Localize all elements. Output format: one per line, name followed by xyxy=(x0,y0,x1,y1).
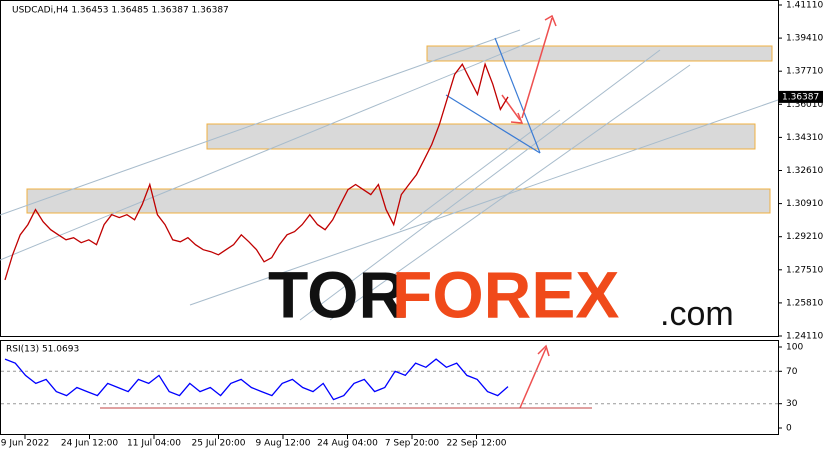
y-tick-label: 70 xyxy=(786,367,798,377)
y-tick-label: 1.34310 xyxy=(786,133,823,143)
x-tick-label: 11 Jul 04:00 xyxy=(127,439,181,449)
y-tick-label: 100 xyxy=(786,343,803,353)
triangle xyxy=(445,37,541,154)
watermark-suffix: .com xyxy=(660,295,734,333)
x-tick-label: 22 Sep 12:00 xyxy=(446,439,506,449)
x-tick-label: 24 Jun 12:00 xyxy=(61,439,118,449)
y-tick-label: 1.36010 xyxy=(786,100,823,110)
rsi-panel xyxy=(0,340,779,435)
y-tick-label: 1.37710 xyxy=(786,67,823,77)
y-tick-label: 1.32610 xyxy=(786,166,823,176)
price-tag-label: 1.36387 xyxy=(782,92,819,102)
price-line xyxy=(4,62,509,281)
y-tick-label: 1.41110 xyxy=(786,1,823,11)
x-tick-label: 7 Sep 20:00 xyxy=(385,439,440,449)
x-tick-label: 24 Aug 04:00 xyxy=(317,439,378,449)
zone xyxy=(206,123,756,150)
y-tick-label: 1.39410 xyxy=(786,34,823,44)
chart-title: USDCADi,H4 1.36453 1.36485 1.36387 1.363… xyxy=(12,6,229,16)
watermark: FOREX xyxy=(392,257,619,331)
y-tick-label: 0 xyxy=(786,424,792,434)
price-tag xyxy=(779,90,823,103)
rsi-title: RSI(13) 51.0693 xyxy=(6,345,79,355)
x-tick-label: 9 Aug 12:00 xyxy=(256,439,311,449)
trend-lines xyxy=(0,29,779,321)
x-tick-label: 25 Jul 20:00 xyxy=(192,439,246,449)
y-tick-label: 1.24110 xyxy=(786,332,823,342)
y-tick-label: 1.27510 xyxy=(786,265,823,275)
y-tick-label: 1.29210 xyxy=(786,232,823,242)
zone xyxy=(426,45,773,62)
zone xyxy=(26,188,771,214)
y-tick-label: 30 xyxy=(786,399,798,409)
y-tick-label: 1.30910 xyxy=(786,199,823,209)
price-line xyxy=(4,358,509,401)
y-tick-label: 1.25810 xyxy=(786,298,823,308)
watermark: TOR xyxy=(268,257,406,331)
arrows xyxy=(501,14,557,409)
x-tick-label: 9 Jun 2022 xyxy=(1,439,49,449)
